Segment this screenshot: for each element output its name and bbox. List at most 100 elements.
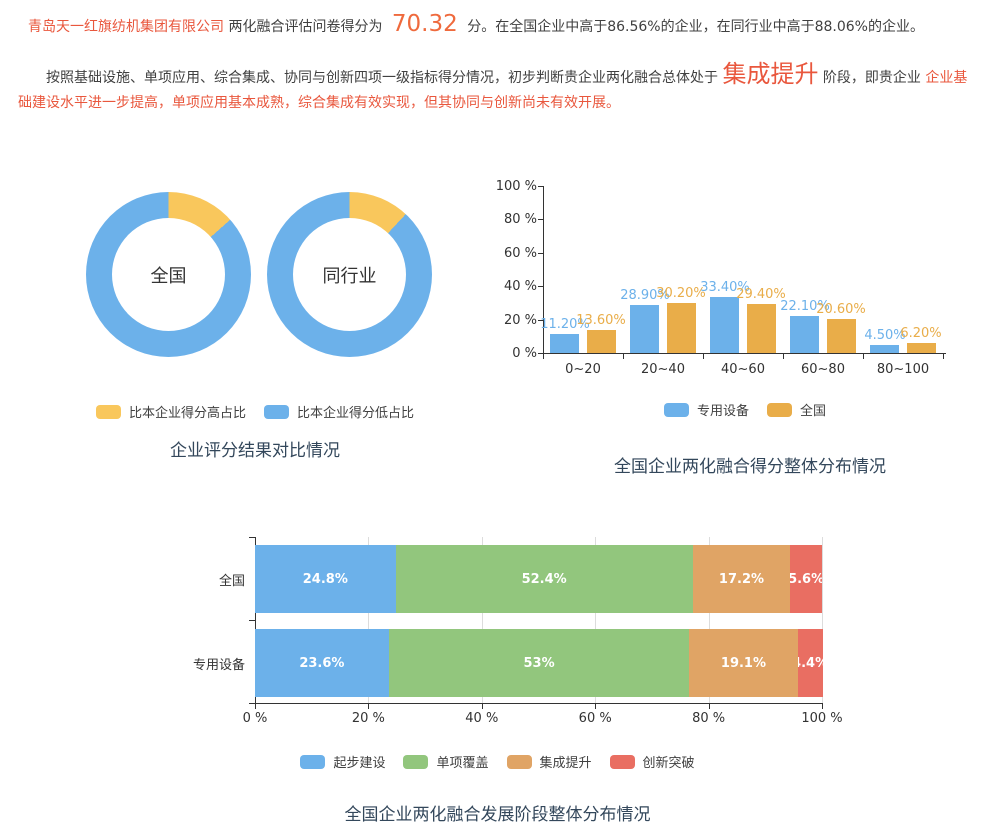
segment-创新突破: 5.6% [790, 545, 822, 613]
y-axis-line [255, 537, 256, 703]
x-axis-line [249, 703, 822, 704]
legend-swatch [95, 404, 121, 419]
y-axis-tick-label: 40 % [503, 279, 537, 295]
legend-item[interactable]: 起步建设 [300, 752, 385, 771]
x-axis-tick [943, 353, 944, 359]
legend-label: 起步建设 [333, 756, 386, 771]
stage-distribution-chart: 0 % 20 % 40 % 60 % 80 % 100 % 全国 24.8% 52.4% 17.2… [0, 528, 995, 733]
x-axis-category-label: 40~60 [721, 362, 765, 377]
company-name: 青岛天一红旗纺机集团有限公司 [28, 19, 224, 35]
legend-item[interactable]: 专用设备 [663, 400, 749, 419]
x-axis-tick-label: 80 % [692, 711, 726, 726]
segment-value-label: 5.6% [790, 571, 822, 587]
donut-chart-title: 企业评分结果对比情况 [170, 441, 340, 461]
legend-swatch [403, 754, 429, 769]
gridline [822, 537, 823, 703]
bar-专用设备 [790, 316, 819, 353]
segment-value-label: 23.6% [299, 655, 345, 671]
legend-label: 专用设备 [696, 404, 749, 419]
x-axis-category-label: 80~100 [876, 362, 930, 377]
legend-swatch [264, 404, 289, 419]
x-axis-tick [822, 703, 823, 709]
score-summary-text: 两化融合评估问卷得分为 [228, 19, 383, 35]
bar-value-label: 11.20% [540, 317, 590, 333]
bar-全国 [907, 342, 936, 353]
segment-集成提升: 19.1% [689, 629, 798, 697]
bar-value-label: 20.60% [816, 301, 866, 317]
segment-value-label: 19.1% [720, 655, 767, 671]
legend-swatch [300, 754, 326, 769]
x-axis-line [543, 353, 946, 354]
bar-value-label: 22.10% [780, 299, 830, 315]
stage-summary-detail: 企业基础建设水平进一步提高，单项应用基本成熟，综合集成有效实现，但其协同与创新尚… [18, 70, 968, 111]
bar-value-label: 6.20% [900, 325, 942, 341]
x-axis-tick-label: 60 % [578, 711, 612, 726]
legend-item[interactable]: 比本企业得分高占比 [95, 402, 246, 421]
y-axis-tick [249, 620, 255, 621]
segment-value-label: 24.8% [302, 571, 348, 587]
y-axis-tick [538, 219, 543, 221]
gridline [595, 537, 597, 703]
y-axis-line [543, 186, 544, 353]
x-axis-tick [623, 353, 624, 359]
legend-label: 比本企业得分高占比 [128, 406, 246, 421]
score-distribution-chart: 0 % 20 % 40 % 60 % 80 % 100 % 0~20 11.20% 13.60%… [496, 168, 980, 388]
row-label: 专用设备 [192, 658, 245, 673]
x-axis-tick-label: 0 % [242, 711, 268, 726]
y-axis-tick-label: 80 % [503, 212, 537, 228]
segment-创新突破: 4.4% [797, 629, 823, 697]
x-axis-tick [368, 703, 370, 709]
legend-label: 单项覆盖 [436, 756, 489, 771]
y-axis-tick [249, 703, 255, 704]
segment-value-label: 17.2% [718, 571, 765, 587]
gridline [481, 537, 483, 703]
legend-swatch [663, 402, 689, 417]
bar-全国 [667, 302, 696, 353]
segment-单项覆盖: 52.4% [395, 545, 693, 613]
x-axis-tick [481, 703, 483, 709]
score-distribution-title: 全国企业两化融合得分整体分布情况 [614, 457, 886, 477]
x-axis-tick [595, 703, 597, 709]
gridline [368, 537, 370, 703]
bar-value-label: 33.40% [700, 280, 750, 296]
x-axis-tick [255, 703, 256, 709]
legend-label: 创新突破 [642, 756, 695, 771]
stage-summary: 按照基础设施、单项应用、综合集成、协同与创新四项一级指标得分情况，初步判断贵企业… [18, 62, 980, 116]
legend-item[interactable]: 单项覆盖 [403, 752, 489, 771]
segment-起步建设: 24.8% [255, 545, 396, 613]
x-axis-tick-label: 20 % [351, 711, 385, 726]
bar-value-label: 4.50% [864, 328, 906, 344]
y-axis-tick-label: 20 % [503, 312, 537, 328]
legend-swatch [506, 754, 532, 769]
score-summary-rest: 分。在全国企业中高于86.56%的企业，在同行业中高于88.06%的企业。 [467, 19, 924, 35]
legend-item[interactable]: 全国 [767, 400, 826, 419]
y-axis-tick [249, 537, 255, 538]
x-axis-tick [543, 353, 544, 359]
y-axis-tick-label: 100 % [495, 179, 537, 194]
bar-专用设备 [550, 334, 579, 353]
bar-value-label: 13.60% [576, 313, 626, 329]
legend-swatch [767, 402, 792, 417]
segment-起步建设: 23.6% [255, 629, 389, 697]
stage-distribution-title: 全国企业两化融合发展阶段整体分布情况 [344, 805, 651, 825]
y-axis-tick-label: 0 % [512, 346, 537, 361]
legend-item[interactable]: 比本企业得分低占比 [264, 402, 414, 421]
stage-distribution-legend: 起步建设 单项覆盖 集成提升 创新突破 [0, 752, 995, 771]
x-axis-tick [863, 353, 864, 359]
x-axis-tick [708, 703, 710, 709]
segment-单项覆盖: 53% [388, 629, 690, 697]
legend-item[interactable]: 创新突破 [609, 752, 695, 771]
score-distribution-legend: 专用设备 全国 [550, 400, 940, 419]
donut-chart-industry: 同行业 [267, 192, 432, 357]
segment-集成提升: 17.2% [692, 545, 791, 613]
score-value: 70.32 [391, 11, 458, 37]
stage-summary-text2: 阶段，即贵企业 [822, 70, 921, 86]
bar-全国 [827, 318, 856, 353]
segment-value-label: 52.4% [521, 571, 567, 587]
x-axis-category-label: 0~20 [565, 362, 601, 377]
donut-chart-national: 全国 [86, 192, 251, 357]
legend-item[interactable]: 集成提升 [506, 752, 592, 771]
y-axis-tick-label: 60 % [503, 245, 537, 261]
segment-value-label: 4.4% [798, 655, 823, 671]
y-axis-tick [538, 286, 543, 288]
